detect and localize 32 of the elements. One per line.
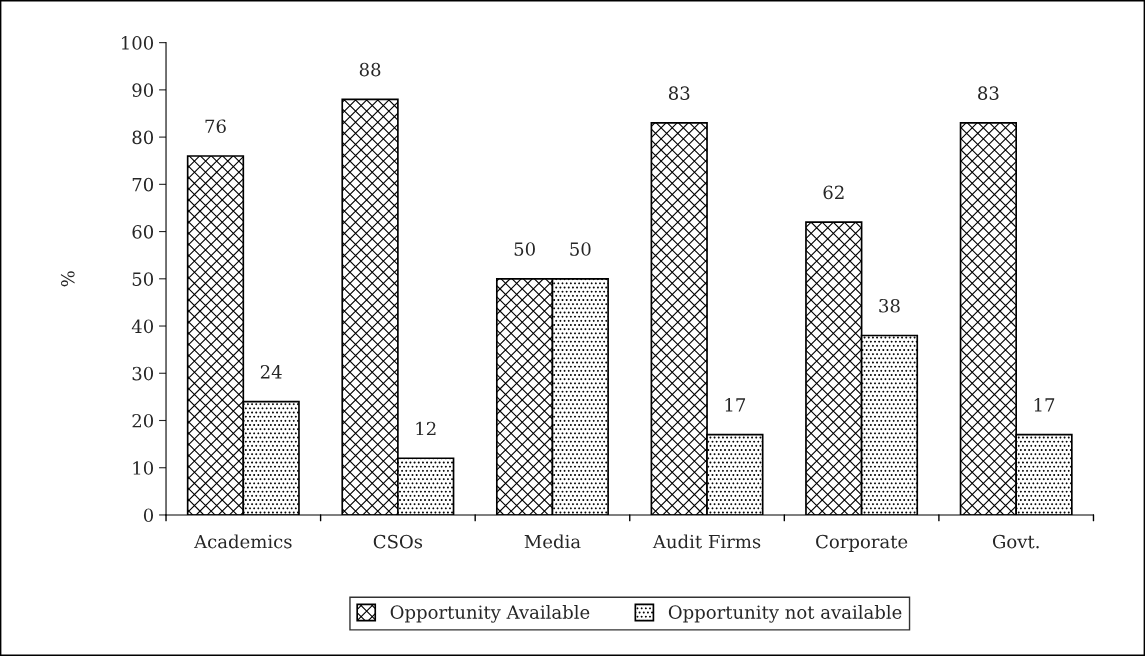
data-label: 12 (416, 421, 436, 436)
data-label: 62 (823, 185, 844, 200)
data-label: 38 (879, 298, 900, 313)
data-label: 24 (260, 365, 282, 379)
x-tick-label: Academics (193, 534, 292, 549)
data-label: 88 (359, 62, 381, 77)
data-label: 76 (205, 119, 226, 134)
y-axis-title: % (60, 271, 75, 287)
y-tick-label: 40 (131, 319, 154, 334)
data-label: 83 (668, 86, 690, 100)
data-label: 83 (978, 86, 999, 100)
y-tick-label: 60 (132, 225, 154, 239)
data-label: 17 (1034, 398, 1055, 412)
y-tick-label: 10 (133, 461, 154, 475)
x-tick-label: Govt. (992, 534, 1039, 549)
data-label: 17 (725, 398, 746, 412)
y-tick-label: 70 (132, 177, 154, 192)
legend-label: Opportunity not available (668, 604, 902, 623)
legend-label: Opportunity Available (390, 604, 590, 623)
x-tick-label: Media (524, 534, 581, 549)
y-tick-label: 100 (121, 36, 154, 50)
data-label: 50 (570, 242, 591, 256)
y-tick-label: 20 (132, 413, 154, 428)
x-tick-label: CSOs (373, 534, 423, 549)
y-tick-label: 0 (143, 508, 154, 523)
y-tick-label: 80 (132, 130, 154, 145)
y-tick-label: 30 (132, 366, 154, 381)
y-tick-label: 50 (132, 272, 154, 286)
x-tick-label: Audit Firms (652, 534, 761, 549)
x-tick-label: Corporate (816, 534, 908, 552)
data-label: 50 (514, 242, 535, 256)
y-tick-label: 90 (132, 83, 154, 97)
